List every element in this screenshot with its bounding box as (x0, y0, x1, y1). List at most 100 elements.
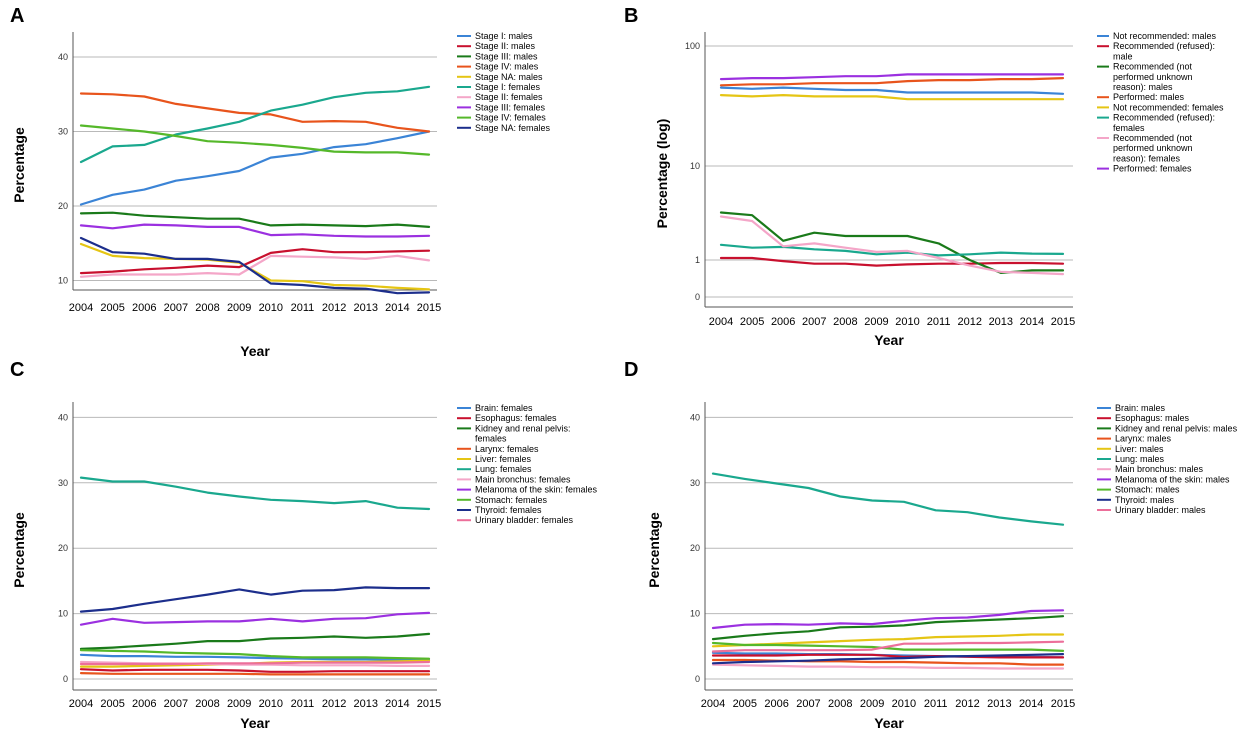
legend-label: Kidney and renal pelvis: females (475, 423, 571, 443)
x-axis-title: Year (874, 332, 904, 348)
x-tick-label: 2004 (709, 316, 733, 328)
x-tick-label: 2008 (195, 698, 219, 710)
y-tick-label: 20 (690, 543, 700, 553)
series-line (79, 611, 431, 626)
x-tick-label: 2009 (864, 316, 888, 328)
x-tick-label: 2012 (955, 698, 979, 710)
x-tick-label: 2004 (69, 302, 93, 314)
y-tick-label: 100 (685, 41, 700, 51)
x-tick-label: 2008 (833, 316, 857, 328)
panel-d: D 0 10 20 30 40 2004 2005 2006 2007 2008 2009 2010 20… (624, 359, 1238, 731)
panel-a: A 10 20 30 40 2004 2005 2006 2007 2008 2009 2010 201… (10, 5, 551, 359)
series-line (79, 254, 431, 278)
legend-label: Recommended (not performed unknown reason)… (1113, 133, 1193, 163)
legend-label: Urinary bladder: females (475, 515, 574, 525)
series-line (79, 248, 431, 275)
series-line (79, 236, 431, 295)
y-tick-label: 20 (58, 543, 68, 553)
series-line (719, 256, 1065, 267)
x-tick-label: 2008 (828, 698, 852, 710)
x-tick-label: 2010 (259, 698, 283, 710)
series-line (79, 211, 431, 228)
legend-label: Stage II: females (475, 92, 543, 102)
series-line (711, 640, 1065, 653)
series-line (79, 653, 431, 662)
legend-label: Urinary bladder: males (1115, 505, 1206, 515)
x-tick-label: 2007 (164, 302, 188, 314)
x-tick-label: 2010 (895, 316, 919, 328)
y-tick-label: 10 (58, 609, 68, 619)
legend-label: Performed: females (1113, 164, 1192, 174)
y-tick-label: 30 (58, 127, 68, 137)
legend-label: Stage II: males (475, 41, 536, 51)
panel-c: C 0 10 20 30 40 2004 2005 2006 2007 2008 2009 2010 20… (10, 359, 598, 731)
legend-label: Stage I: females (475, 82, 541, 92)
legend-label: Liver: males (1115, 444, 1164, 454)
series-line (79, 130, 431, 206)
legend-label: Larynx: females (475, 444, 539, 454)
y-axis-title: Percentage (11, 127, 27, 203)
x-tick-label: 2007 (802, 316, 826, 328)
legend-label: Esophagus: females (475, 413, 557, 423)
panel-letter: C (10, 359, 24, 381)
legend-label: Brain: males (1115, 403, 1166, 413)
x-tick-label: 2012 (322, 698, 346, 710)
legend-label: Stomach: females (475, 495, 548, 505)
x-tick-label: 2011 (291, 302, 315, 314)
x-tick-label: 2010 (892, 698, 916, 710)
legend-label: Lung: males (1115, 454, 1165, 464)
panel-letter: D (624, 359, 638, 381)
legend-label: Melanoma of the skin: females (475, 485, 598, 495)
series-line (79, 92, 431, 133)
x-tick-label: 2014 (1020, 316, 1044, 328)
x-tick-label: 2013 (987, 698, 1011, 710)
x-tick-label: 2011 (291, 698, 315, 710)
x-axis-title: Year (240, 343, 270, 359)
y-axis-title: Percentage (646, 512, 662, 588)
series-line (79, 124, 431, 156)
y-tick-label: 30 (690, 478, 700, 488)
x-tick-label: 2011 (927, 316, 951, 328)
x-tick-label: 2008 (195, 302, 219, 314)
panel-b: B 0 1 10 100 2004 2005 2006 2007 2008 2009 2010 2011… (624, 5, 1224, 348)
series-line (711, 653, 1065, 659)
legend-label: Performed: males (1113, 92, 1185, 102)
series-line (711, 663, 1065, 670)
series-line (719, 73, 1065, 81)
x-tick-label: 2005 (100, 698, 124, 710)
x-tick-label: 2010 (259, 302, 283, 314)
x-tick-label: 2007 (796, 698, 820, 710)
x-tick-label: 2006 (132, 698, 156, 710)
legend-label: Not recommended: females (1113, 102, 1224, 112)
x-tick-label: 2014 (385, 698, 409, 710)
y-tick-label: 40 (58, 52, 68, 62)
legend-label: Main bronchus: females (475, 474, 571, 484)
y-tick-label: 0 (695, 674, 700, 684)
legend-label: Stage NA: males (475, 72, 543, 82)
legend-label: Liver: females (475, 454, 532, 464)
x-tick-label: 2014 (1019, 698, 1043, 710)
x-tick-label: 2015 (1051, 316, 1075, 328)
x-tick-label: 2015 (1051, 698, 1075, 710)
legend-label: Thyroid: females (475, 505, 542, 515)
legend-label: Melanoma of the skin: males (1115, 474, 1230, 484)
x-tick-label: 2015 (417, 698, 441, 710)
legend-label: Thyroid: males (1115, 495, 1175, 505)
x-tick-label: 2009 (860, 698, 884, 710)
x-tick-label: 2006 (764, 698, 788, 710)
series-line (79, 586, 431, 613)
x-tick-label: 2013 (353, 302, 377, 314)
legend-label: Recommended (refused): male (1113, 41, 1215, 61)
x-axis-title: Year (874, 715, 904, 731)
x-tick-label: 2012 (957, 316, 981, 328)
series-line (79, 649, 431, 660)
legend-label: Esophagus: males (1115, 413, 1190, 423)
legend-label: Kidney and renal pelvis: males (1115, 423, 1238, 433)
series-line (79, 660, 431, 666)
x-tick-label: 2004 (69, 698, 93, 710)
series-line (719, 93, 1065, 101)
series-line (79, 632, 431, 651)
x-tick-label: 2013 (989, 316, 1013, 328)
legend-label: Stage IV: males (475, 62, 539, 72)
legend-label: Stage III: females (475, 102, 546, 112)
